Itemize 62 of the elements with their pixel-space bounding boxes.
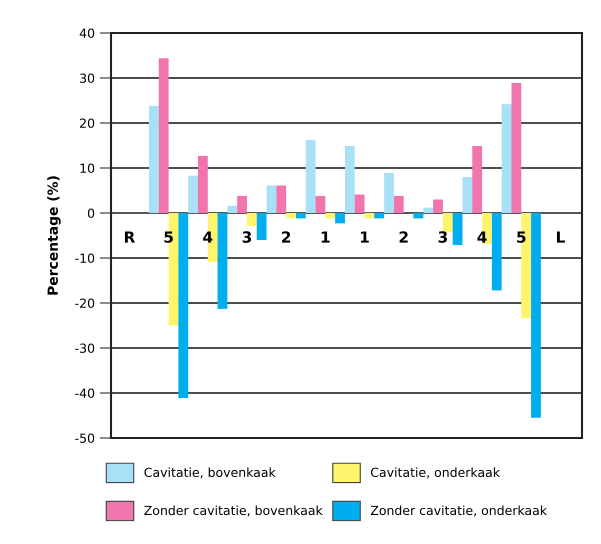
x-tick-label: 2: [400, 231, 408, 243]
bar: [256, 213, 267, 240]
bar: [531, 213, 541, 418]
bar: [344, 146, 355, 213]
bar: [472, 146, 482, 213]
bar: [374, 213, 384, 218]
bar: [158, 58, 169, 213]
bar: [511, 82, 522, 213]
x-tick-label: 1: [322, 231, 330, 243]
bar: [227, 206, 238, 213]
y-tick-label: -20: [75, 298, 94, 308]
bar: [384, 172, 394, 213]
bar: [414, 213, 424, 218]
bar: [178, 213, 188, 398]
bar: [266, 186, 276, 213]
bar: [286, 213, 296, 218]
legend-label: Zonder cavitatie, bovenkaak: [144, 505, 323, 516]
bar: [306, 140, 316, 213]
bar: [502, 104, 512, 213]
bar: [276, 186, 286, 213]
bar: [316, 196, 326, 213]
x-tick-label: 3: [438, 231, 447, 243]
y-tick-label: 40: [80, 28, 94, 38]
y-axis-title: Percentage (%): [47, 176, 61, 295]
x-tick-label: 5: [164, 231, 173, 243]
bar: [296, 213, 306, 218]
bar: [188, 176, 198, 213]
x-tick-label: 1: [360, 231, 369, 243]
bar: [492, 213, 502, 290]
x-tick-label: R: [124, 231, 135, 243]
x-tick-label: 3: [242, 231, 252, 243]
y-tick-label: 0: [88, 208, 94, 218]
bar: [462, 177, 472, 213]
x-tick-label: 5: [517, 231, 526, 243]
bar: [335, 213, 345, 224]
y-tick-label: 10: [80, 163, 94, 173]
y-tick-label: -10: [75, 253, 94, 263]
x-tick-label: 4: [203, 231, 212, 243]
bar: [218, 213, 228, 309]
bar: [423, 208, 434, 213]
bar: [246, 213, 257, 226]
bar: [364, 213, 374, 218]
y-tick-label: -40: [75, 388, 94, 398]
bar: [149, 106, 159, 213]
bar: [452, 213, 462, 245]
bar: [325, 213, 336, 218]
legend-label: Cavitatie, onderkaak: [370, 467, 500, 478]
bar: [354, 194, 365, 213]
y-tick-label: -50: [75, 433, 94, 443]
bar: [237, 196, 247, 213]
bar: [198, 156, 208, 213]
bar: [433, 200, 443, 213]
legend-label: Cavitatie, bovenkaak: [144, 467, 276, 478]
bar: [394, 196, 404, 213]
legend-label: Zonder cavitatie, onderkaak: [370, 505, 547, 516]
bar: [442, 213, 453, 232]
y-tick-label: 20: [80, 118, 94, 128]
y-tick-label: -30: [75, 343, 94, 353]
y-tick-label: 30: [80, 73, 94, 83]
x-tick-label: 2: [282, 231, 290, 243]
x-tick-label: L: [556, 231, 565, 243]
x-tick-label: 4: [477, 231, 487, 243]
